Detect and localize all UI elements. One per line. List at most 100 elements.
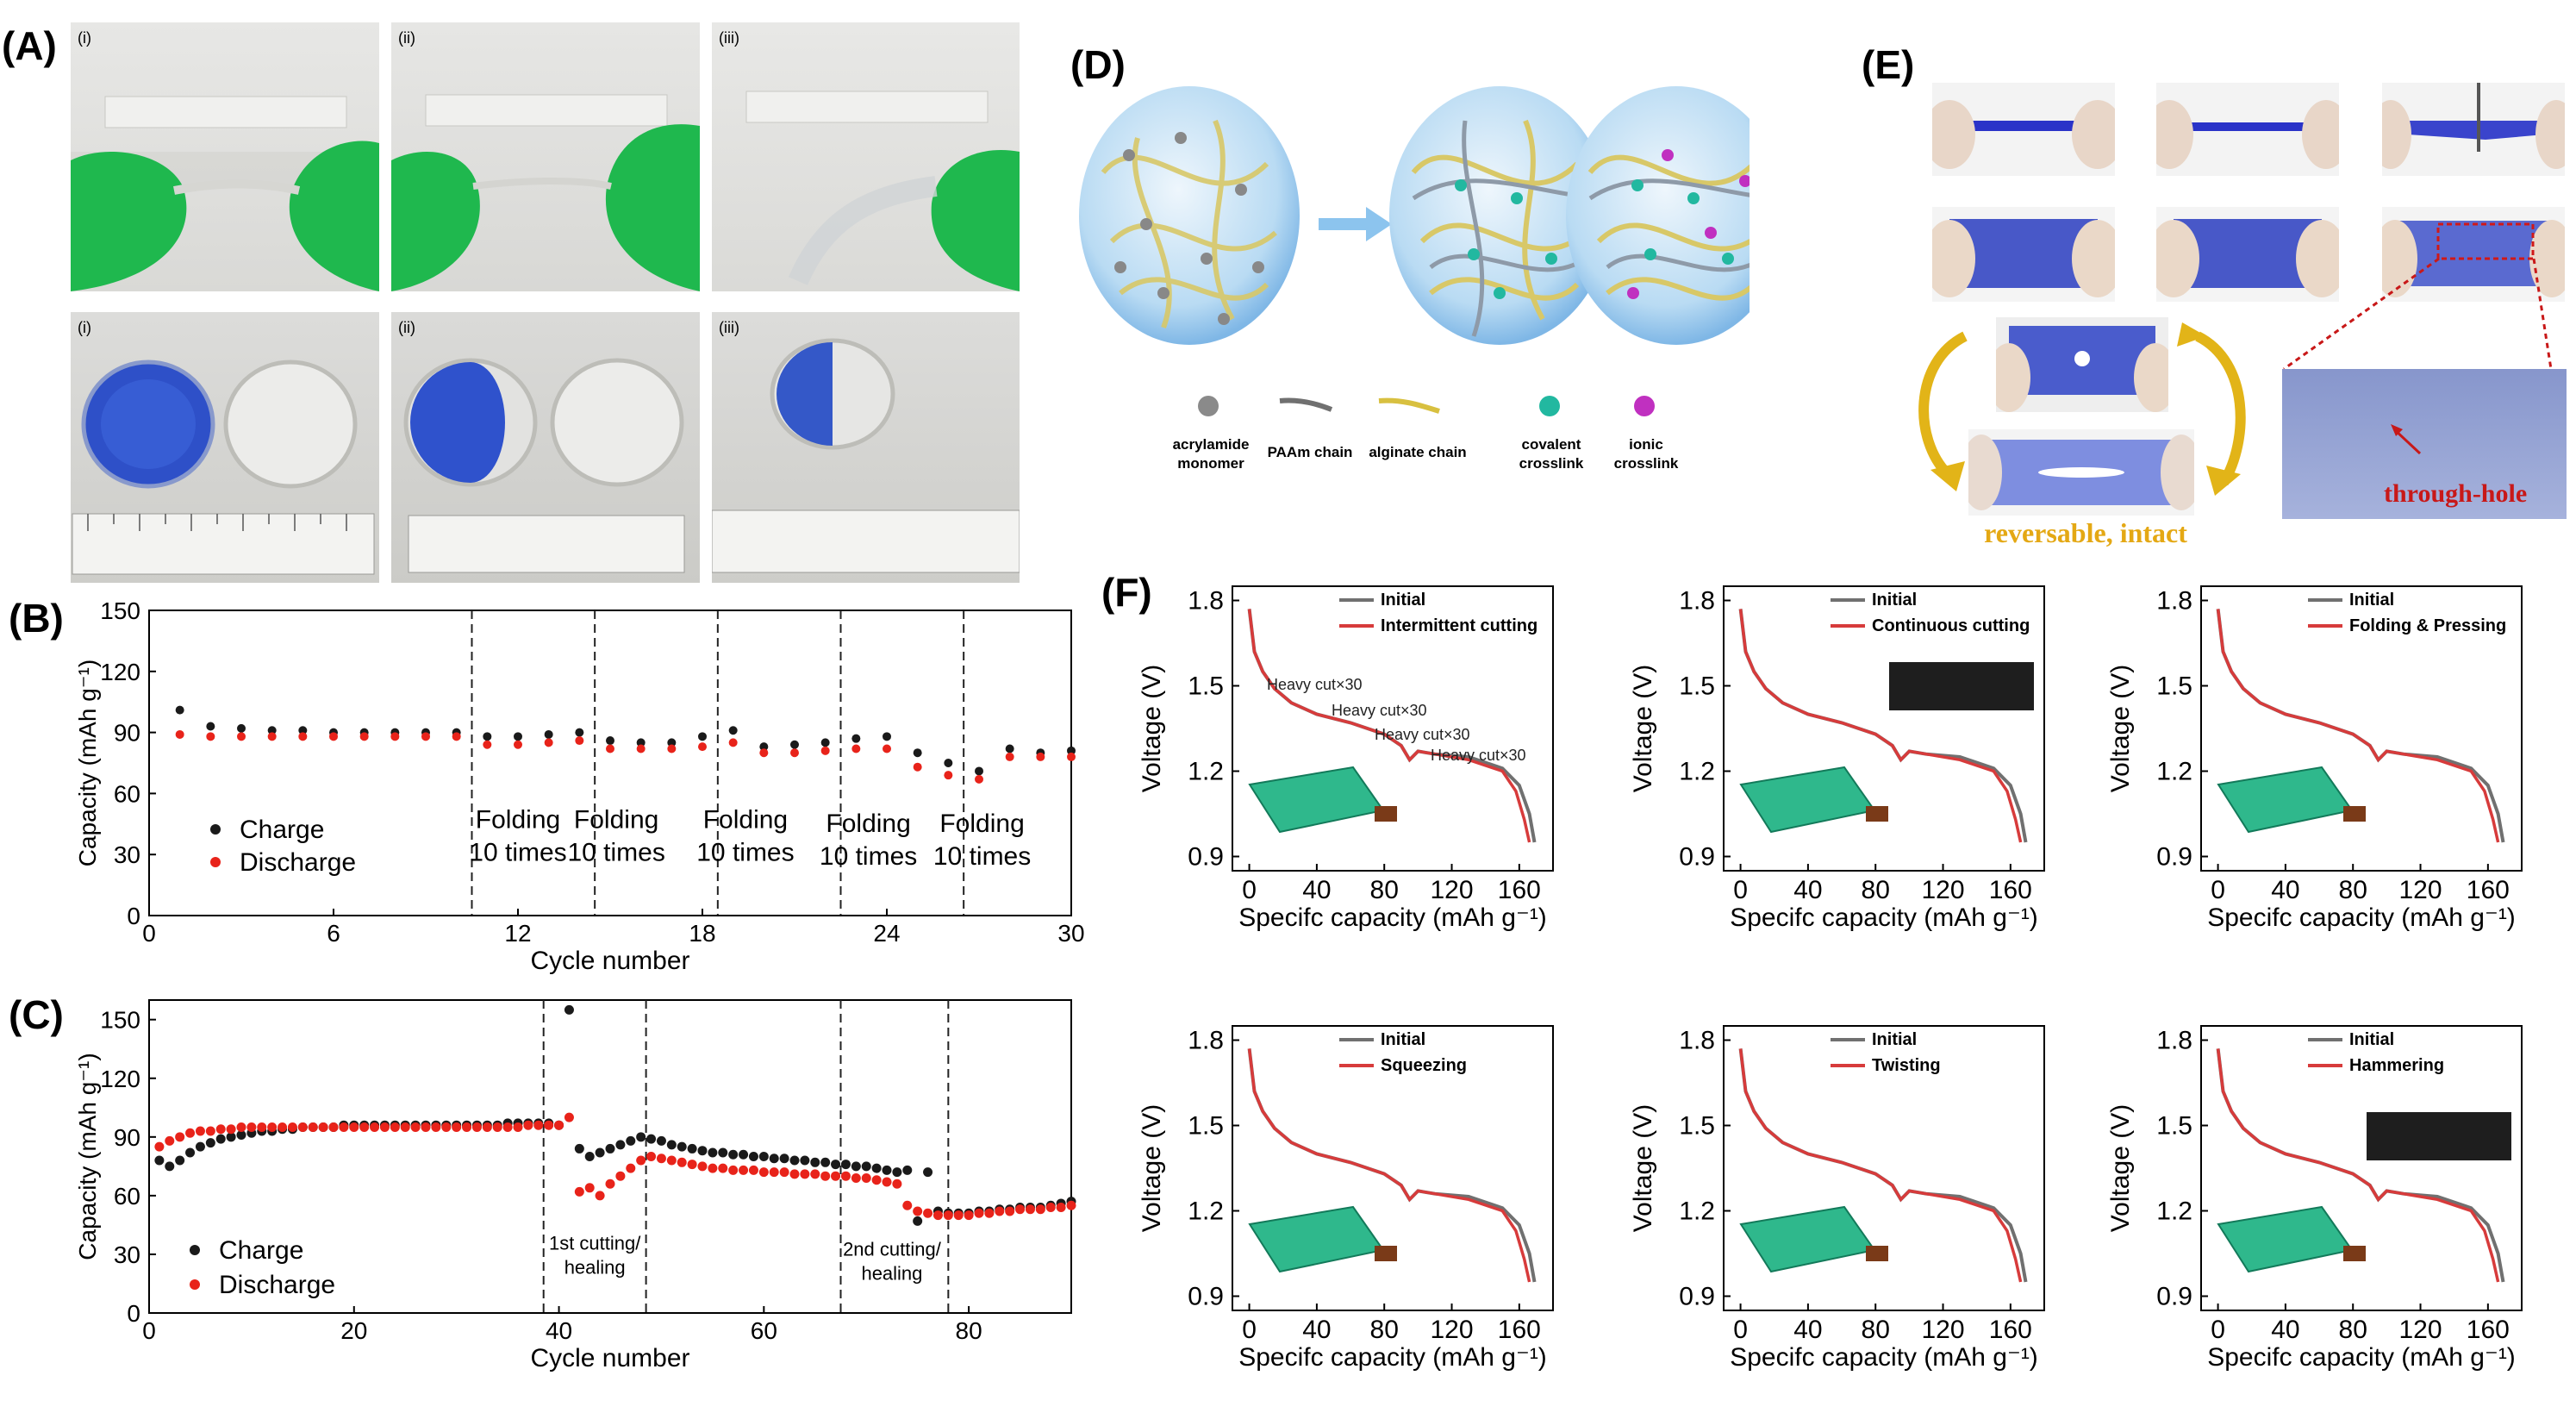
discharge-point — [400, 1122, 410, 1132]
plot-frame — [2200, 1025, 2523, 1311]
charge-point — [779, 1154, 789, 1164]
discharge-point — [1005, 752, 1014, 761]
charge-point — [728, 726, 738, 735]
alginate-chain-symbol — [1378, 397, 1440, 414]
y-tick-label: 30 — [114, 1241, 140, 1268]
charge-point — [656, 1135, 666, 1146]
x-tick-label: 0 — [2211, 1316, 2225, 1344]
charge-point — [267, 726, 277, 735]
discharge-point — [615, 1171, 626, 1181]
y-tick-label: 0 — [127, 1300, 140, 1327]
discharge-point — [769, 1167, 779, 1178]
chart-f-grid: 0 40 80 120 160 0.9 1.2 1.5 1.8 Specifc capacity … — [1138, 585, 2523, 1372]
charge-point — [215, 1134, 226, 1144]
y-tick-label: 1.5 — [1679, 672, 1715, 701]
x-tick-label: 80 — [1370, 876, 1399, 904]
x-tick-label: 18 — [689, 920, 715, 947]
x-tick-label: 0 — [142, 920, 156, 947]
pouch-cell-tab — [1375, 1246, 1397, 1261]
charge-point — [595, 1147, 605, 1158]
x-tick-label: 60 — [751, 1317, 777, 1344]
discharge-point — [206, 732, 215, 741]
photo-a-stretch-2-drawing — [391, 94, 700, 291]
pouch-cell-illustration — [2217, 766, 2366, 834]
x-tick-label: 80 — [2339, 1316, 2367, 1344]
x-tick-label: 0 — [1242, 876, 1257, 904]
discharge-point — [984, 1208, 995, 1218]
discharge-point — [329, 732, 338, 741]
plot-frame — [1723, 585, 2045, 872]
y-tick-label: 1.2 — [1679, 758, 1715, 786]
charge-point — [636, 1132, 646, 1142]
legend-line: monomer — [1177, 455, 1244, 472]
panel-label-f: (F) — [1101, 570, 1152, 615]
pouch-cell-body — [1739, 1205, 1876, 1273]
photo-e-stretch-1 — [1932, 83, 2115, 176]
discharge-point — [697, 1161, 708, 1172]
discharge-point — [913, 1206, 923, 1216]
discharge-point — [502, 1122, 513, 1132]
discharge-point — [370, 1122, 380, 1132]
photo-e-hole-3 — [2382, 207, 2565, 302]
discharge-point — [1056, 1202, 1066, 1212]
charge-point — [708, 1147, 718, 1158]
cut-sample-photo — [2367, 1112, 2511, 1160]
plot-frame — [1723, 1025, 2045, 1311]
charge-point — [1067, 746, 1076, 755]
annotation-line: Folding — [476, 805, 560, 834]
x-tick-label: 80 — [956, 1317, 982, 1344]
pouch-cell-body — [2217, 766, 2354, 834]
pouch-cell-illustration — [1248, 766, 1397, 834]
photo-e-stretched-hole — [1968, 429, 2194, 516]
roman-numeral: (ii) — [398, 29, 415, 47]
photo-e-zoom: through-hole — [2282, 369, 2567, 519]
discharge-point — [666, 1155, 677, 1166]
discharge-point — [708, 1163, 718, 1173]
y-tick-label: 120 — [100, 1066, 140, 1092]
charge-point — [626, 1135, 636, 1146]
legend-alginate: alginate chain — [1369, 444, 1467, 460]
charge-point — [790, 740, 799, 749]
x-axis-label: Cycle number — [530, 1344, 689, 1372]
x-tick-label: 0 — [2211, 876, 2225, 904]
charge-point — [237, 723, 246, 733]
covalent-crosslink-symbol — [1539, 396, 1560, 416]
charge-point — [646, 1134, 657, 1144]
discharge-point — [779, 1167, 789, 1178]
charge-point — [195, 1141, 205, 1152]
charge-point — [606, 736, 614, 746]
pouch-cell-body — [1248, 1205, 1385, 1273]
annotation-line: Folding — [574, 805, 658, 834]
discharge-point — [606, 744, 614, 753]
charge-point — [574, 1143, 584, 1154]
discharge-point — [892, 1179, 902, 1189]
cut-annotation: Heavy cut×30 — [1267, 676, 1363, 693]
x-tick-label: 40 — [546, 1317, 572, 1344]
photo-a-dish-3-drawing — [712, 338, 1020, 573]
discharge-point — [513, 1122, 523, 1132]
legend-label: Twisting — [1872, 1056, 1941, 1075]
discharge-point — [820, 746, 830, 755]
x-tick-label: 80 — [1862, 876, 1890, 904]
charge-point — [154, 1155, 165, 1166]
charge-point — [687, 1143, 697, 1154]
discharge-point — [698, 742, 707, 752]
charge-point — [800, 1155, 810, 1166]
y-tick-label: 90 — [114, 1124, 140, 1151]
annotation-line: 10 times — [933, 842, 1031, 871]
x-tick-label: 160 — [2467, 1316, 2510, 1344]
discharge-point — [564, 1112, 574, 1122]
y-axis-label: Capacity (mAh g⁻¹) — [74, 660, 101, 866]
abused-curve — [1738, 1048, 2023, 1283]
charge-point — [1005, 744, 1014, 753]
legend-line: acrylamide — [1172, 436, 1250, 453]
y-tick-label: 1.5 — [1188, 672, 1224, 701]
photo-e-pierced-drawing — [1996, 326, 2168, 412]
charge-point — [236, 1130, 246, 1141]
panel-label-d: (D) — [1070, 42, 1126, 87]
legend-marker — [190, 1279, 200, 1290]
x-tick-label: 40 — [1793, 1316, 1822, 1344]
discharge-point — [687, 1160, 697, 1170]
y-tick-label: 0.9 — [2156, 1283, 2192, 1311]
photo-e-hole-2 — [2156, 207, 2339, 302]
